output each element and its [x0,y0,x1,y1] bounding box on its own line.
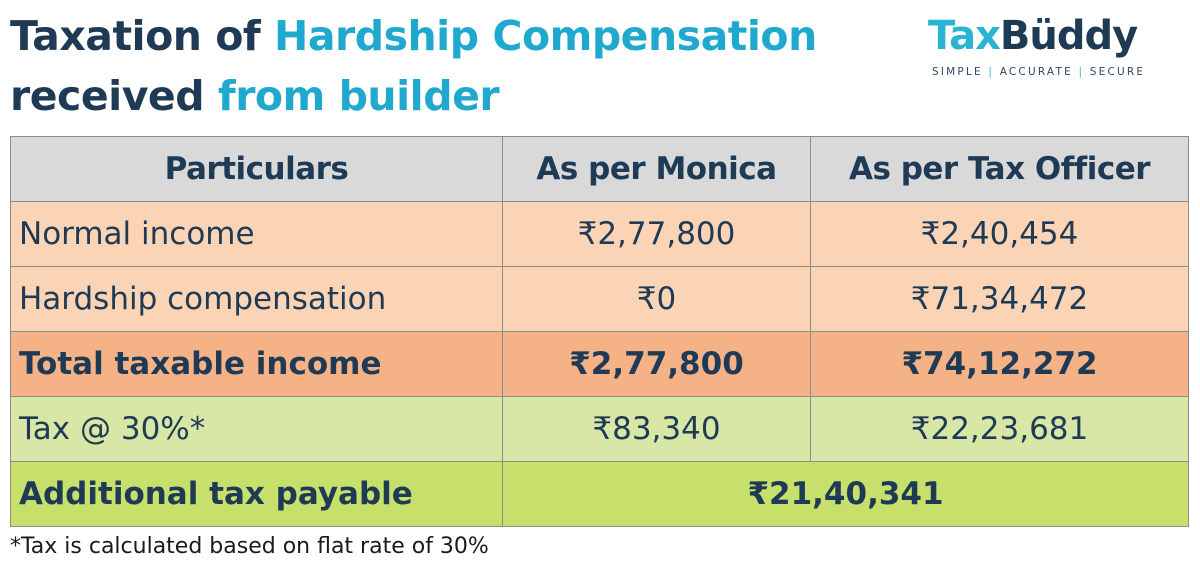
officer-value: ₹22,23,681 [810,396,1189,462]
title-accent-text: from builder [217,72,500,120]
logo-word-buddy: Büddy [999,13,1138,59]
logo-tagline: SIMPLE | ACCURATE | SECURE [932,66,1178,78]
row-label: Tax @ 30%* [10,396,503,462]
table-row-normal-income: Normal income ₹2,77,800 ₹2,40,454 [10,201,1189,267]
page-title: Taxation of Hardship Compensation receiv… [10,6,910,126]
taxation-comparison-table: Particulars As per Monica As per Tax Off… [10,136,1189,527]
title-text: Taxation of [10,12,275,60]
header-as-per-tax-officer: As per Tax Officer [810,136,1189,202]
table-row-additional-tax-payable: Additional tax payable ₹21,40,341 [10,461,1189,527]
monica-value: ₹2,77,800 [502,331,811,397]
table-row-total-taxable-income: Total taxable income ₹2,77,800 ₹74,12,27… [10,331,1189,397]
footnote: *Tax is calculated based on flat rate of… [10,534,489,559]
logo-word-tax: Tax [928,13,1001,59]
tagline-separator: | [1078,66,1085,78]
header-as-per-monica: As per Monica [502,136,811,202]
row-label: Normal income [10,201,503,267]
monica-value: ₹2,77,800 [502,201,811,267]
row-label: Additional tax payable [10,461,503,527]
table-row-tax: Tax @ 30%* ₹83,340 ₹22,23,681 [10,396,1189,462]
row-label: Total taxable income [10,331,503,397]
monica-value: ₹0 [502,266,811,332]
tagline-separator: | [988,66,995,78]
officer-value: ₹71,34,472 [810,266,1189,332]
title-text: received [10,72,218,120]
tagline-secure: SECURE [1089,66,1146,78]
officer-value: ₹2,40,454 [810,201,1189,267]
monica-value: ₹83,340 [502,396,811,462]
tagline-simple: SIMPLE [932,66,983,78]
title-accent-text: Hardship Compensation [274,12,817,60]
logo-wordmark: TaxBüddy [928,8,1178,64]
table-header-row: Particulars As per Monica As per Tax Off… [10,136,1189,202]
officer-value: ₹74,12,272 [810,331,1189,397]
header-particulars: Particulars [10,136,503,202]
title-line-2: received from builder [10,66,910,126]
table-row-hardship-compensation: Hardship compensation ₹0 ₹71,34,472 [10,266,1189,332]
taxbuddy-logo: TaxBüddy SIMPLE | ACCURATE | SECURE [928,8,1178,78]
additional-tax-value: ₹21,40,341 [502,461,1189,527]
tagline-accurate: ACCURATE [999,66,1073,78]
row-label: Hardship compensation [10,266,503,332]
title-line-1: Taxation of Hardship Compensation [10,6,910,66]
